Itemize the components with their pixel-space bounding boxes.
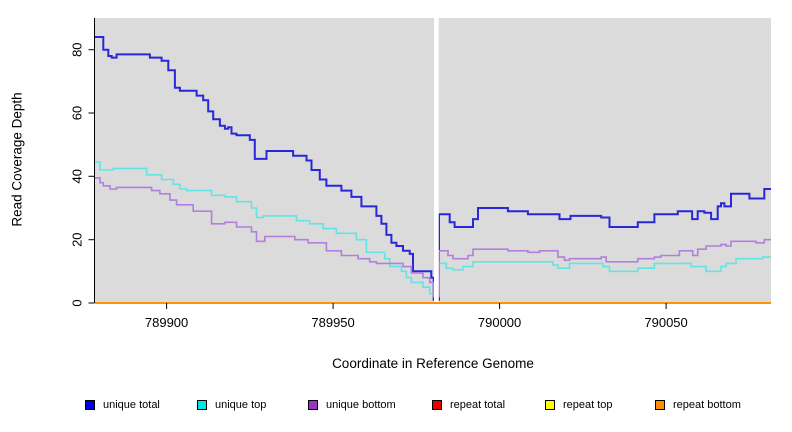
legend-item-repeat-bottom: repeat bottom (655, 398, 741, 412)
y-tick-label: 20 (69, 232, 84, 246)
y-tick-label: 0 (69, 299, 84, 306)
legend-label-unique-total: unique total (103, 399, 160, 411)
series-line-unique-total (95, 36, 771, 301)
x-tick-label: 790050 (644, 315, 687, 330)
series-line-unique-top (95, 161, 771, 296)
legend-item-repeat-top: repeat top (545, 398, 613, 412)
x-tick-label: 789900 (145, 315, 188, 330)
legend-swatch-unique-total (85, 400, 95, 410)
y-tick-label: 40 (69, 169, 84, 183)
y-tick-label: 80 (69, 42, 84, 56)
legend-swatch-unique-top (197, 400, 207, 410)
plot-panel (95, 18, 771, 303)
legend-item-unique-top: unique top (197, 398, 266, 412)
legend-item-unique-total: unique total (85, 398, 160, 412)
legend-label-unique-bottom: unique bottom (326, 399, 396, 411)
y-axis-title: Read Coverage Depth (9, 92, 25, 227)
y-tick-label: 60 (69, 106, 84, 120)
legend-label-repeat-top: repeat top (563, 399, 613, 411)
series-line-unique-bottom (95, 177, 771, 298)
legend-swatch-unique-bottom (308, 400, 318, 410)
x-tick-label: 789950 (311, 315, 354, 330)
legend-item-repeat-total: repeat total (432, 398, 505, 412)
legend-label-unique-top: unique top (215, 399, 267, 411)
coverage-gap-band (434, 18, 439, 303)
legend-swatch-repeat-top (545, 400, 555, 410)
x-axis-title: Coordinate in Reference Genome (332, 356, 534, 371)
legend-item-unique-bottom: unique bottom (308, 398, 396, 412)
legend-label-repeat-total: repeat total (450, 399, 506, 411)
legend: unique total unique top unique bottom repea… (0, 398, 792, 416)
legend-swatch-repeat-bottom (655, 400, 665, 410)
x-tick-label: 790000 (478, 315, 521, 330)
legend-label-repeat-bottom: repeat bottom (673, 399, 741, 411)
legend-swatch-repeat-total (432, 400, 442, 410)
